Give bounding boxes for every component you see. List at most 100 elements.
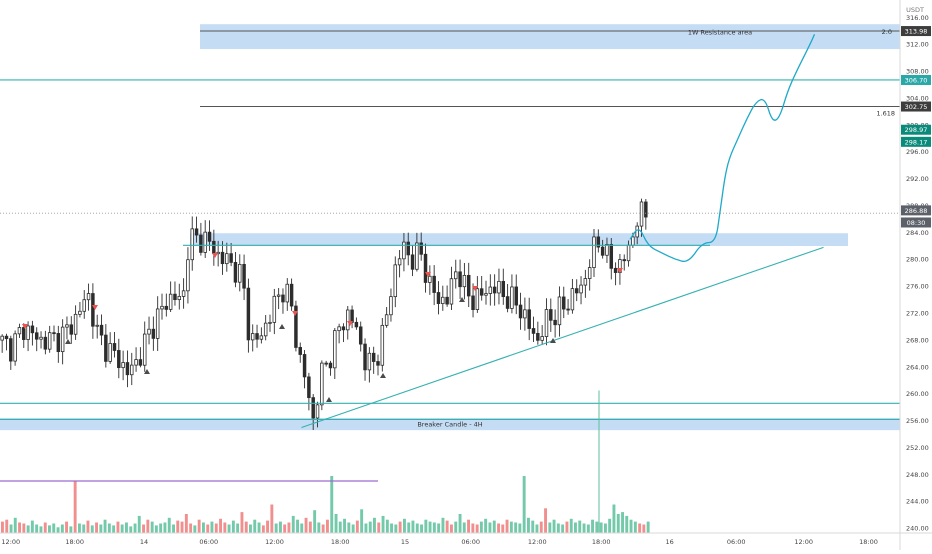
volume-bar <box>407 522 411 533</box>
candle-body <box>574 288 579 294</box>
candle-body <box>354 321 359 328</box>
volume-bar <box>86 520 90 533</box>
sell-marker <box>212 253 218 258</box>
volume-bar <box>184 514 188 533</box>
price-label-bg <box>901 205 931 216</box>
volume-bar <box>556 523 560 533</box>
volume-bar <box>394 524 398 533</box>
candle-body <box>333 330 337 369</box>
volume-bar <box>133 523 137 533</box>
volume-bar <box>90 525 94 533</box>
candle-body <box>99 324 104 336</box>
candle-body <box>341 326 346 331</box>
candle-body <box>220 251 225 265</box>
volume-bar <box>565 521 569 533</box>
volume-bar <box>326 519 329 533</box>
candle-body <box>320 362 324 406</box>
volume-bar <box>189 523 193 533</box>
volume-bar <box>527 517 530 533</box>
candle-body <box>536 332 540 341</box>
candle-body <box>294 305 298 348</box>
candle-body <box>367 352 372 371</box>
candle-body <box>82 299 86 312</box>
volume-bar <box>154 525 158 533</box>
volume-bar <box>377 522 381 533</box>
volume-bar <box>633 521 637 533</box>
candle-body <box>484 293 488 296</box>
volume-bar <box>355 520 359 533</box>
volume-bar <box>351 524 355 533</box>
volume-bar <box>283 524 287 533</box>
volume-bar <box>591 519 594 533</box>
volume-bar <box>411 520 415 533</box>
candle-body <box>177 296 182 301</box>
volume-bar <box>608 518 612 534</box>
candle-body <box>250 333 255 341</box>
candle-body <box>0 335 4 341</box>
candle-body <box>86 293 91 301</box>
candle-body <box>34 332 39 340</box>
x-tick-label: 06:00 <box>461 538 480 546</box>
volume-bar <box>420 524 423 533</box>
candle-body <box>255 333 259 340</box>
candle-body <box>181 290 186 297</box>
candle-body <box>164 305 169 310</box>
volume-bar <box>60 524 64 533</box>
volume-bar <box>629 519 633 533</box>
candle-body <box>216 251 220 255</box>
volume-bar <box>347 522 351 533</box>
candle-body <box>285 283 290 303</box>
candle-body <box>423 253 428 283</box>
candle-body <box>130 364 134 376</box>
buy-marker <box>459 297 465 302</box>
candle-body <box>492 286 497 294</box>
resistance-area-label: 1W Resistance area <box>688 29 752 37</box>
volume-bar <box>214 523 218 533</box>
volume-bar <box>48 525 51 533</box>
candle-body <box>121 362 125 369</box>
candle-body <box>358 326 363 345</box>
candle-body <box>415 242 419 270</box>
price-label-text: 08:30 <box>907 219 926 227</box>
volume-bar <box>253 519 257 533</box>
candle-body <box>4 335 9 340</box>
volume-bar <box>475 524 479 533</box>
price-label-bg <box>901 124 931 135</box>
volume-bar <box>146 519 150 533</box>
volume-bar <box>39 526 43 534</box>
price-label-bg <box>901 217 931 228</box>
price-label-text: 306.70 <box>905 76 928 84</box>
y-tick-label: 272.00 <box>906 310 929 318</box>
candle-body <box>30 325 35 334</box>
candle-body <box>531 328 536 334</box>
candle-body <box>346 309 350 331</box>
candle-body <box>471 295 475 310</box>
volume-bar <box>522 476 526 533</box>
volume-bar <box>257 522 261 533</box>
candle-body <box>441 296 445 304</box>
y-tick-label: 264.00 <box>906 363 929 371</box>
candle-body <box>518 304 523 319</box>
y-tick-label: 276.00 <box>906 283 929 291</box>
volume-bar <box>450 524 453 533</box>
volume-bar <box>249 524 252 533</box>
candle-body <box>272 295 277 323</box>
candle-body <box>13 333 17 362</box>
price-label-text: 313.98 <box>905 28 928 36</box>
candle-body <box>622 259 626 262</box>
volume-bar <box>390 523 393 533</box>
volume-bar <box>223 522 227 533</box>
candle-body <box>147 328 151 335</box>
volume-bar <box>368 521 372 533</box>
volume-bar <box>574 522 577 533</box>
volume-bar <box>415 523 419 533</box>
volume-bar <box>462 522 466 533</box>
candle-body <box>609 244 614 269</box>
candle-body <box>47 332 52 350</box>
volume-bar <box>125 522 128 533</box>
candle-body <box>9 338 13 362</box>
volume-bar <box>488 522 492 533</box>
x-tick-label: 12:00 <box>1 538 20 546</box>
candle-body <box>376 361 380 366</box>
